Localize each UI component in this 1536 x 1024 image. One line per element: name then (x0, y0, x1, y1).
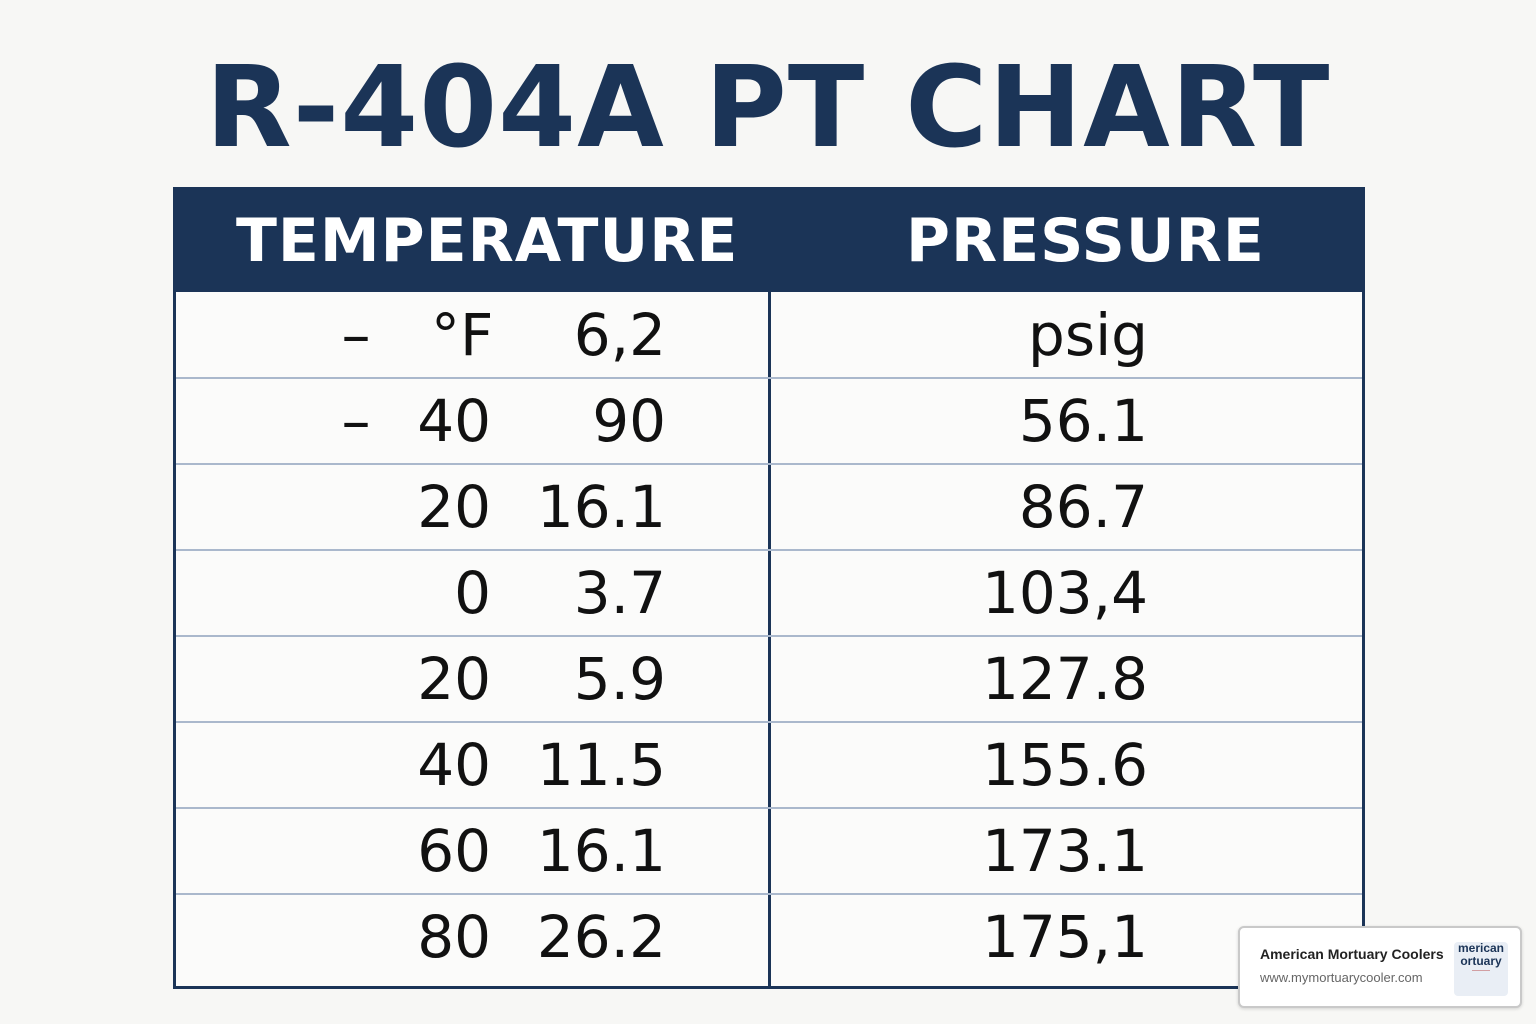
header-pressure: PRESSURE (906, 206, 1265, 276)
row-divider (176, 635, 1362, 637)
temp-value: 40 (417, 731, 491, 799)
mid-value: 11.5 (536, 731, 666, 799)
table-row: – °F 6,2 psig (176, 292, 1362, 378)
pt-table: TEMPERATURE PRESSURE – °F 6,2 psig –40 90 56.1… (173, 187, 1365, 989)
pressure-value: psig (1028, 301, 1148, 369)
pressure-value: 155.6 (981, 731, 1148, 799)
mid-value: 16.1 (536, 473, 666, 541)
table-row: 60 16.1 173.1 (176, 808, 1362, 894)
row-divider (176, 377, 1362, 379)
pressure-value: 56.1 (1018, 387, 1148, 455)
header-temperature: TEMPERATURE (236, 206, 739, 276)
mid-value: 26.2 (536, 903, 666, 971)
table-row: 80 26.2 175,1 (176, 894, 1362, 980)
table-row: –40 90 56.1 (176, 378, 1362, 464)
table-row: 0 3.7 103,4 (176, 550, 1362, 636)
mid-value: 16.1 (536, 817, 666, 885)
temp-value: 60 (417, 817, 491, 885)
mid-value: 6,2 (573, 301, 666, 369)
brand-name: American Mortuary Coolers (1260, 946, 1444, 962)
temp-value: 0 (454, 559, 491, 627)
temp-value: 40 (417, 387, 491, 455)
row-divider (176, 807, 1362, 809)
row-divider (176, 549, 1362, 551)
minus-sign: – (341, 387, 371, 455)
pressure-value: 86.7 (1018, 473, 1148, 541)
mid-value: 3.7 (573, 559, 666, 627)
column-divider (768, 190, 771, 986)
logo-text-1: merican (1457, 942, 1505, 955)
pressure-value: 175,1 (981, 903, 1148, 971)
logo-subtext: ——— (1472, 968, 1490, 974)
pressure-value: 127.8 (981, 645, 1148, 713)
chart-title: R-404A PT CHART (205, 43, 1331, 173)
brand-logo-icon: merican ortuary ——— (1454, 942, 1508, 996)
minus-sign: – (341, 301, 371, 369)
row-divider (176, 721, 1362, 723)
table-row: 40 11.5 155.6 (176, 722, 1362, 808)
brand-badge: American Mortuary Coolers www.mymortuary… (1238, 926, 1522, 1008)
row-divider (176, 463, 1362, 465)
row-divider (176, 893, 1362, 895)
logo-text-2: ortuary (1460, 954, 1502, 968)
mid-value: 90 (592, 387, 666, 455)
pressure-value: 173.1 (981, 817, 1148, 885)
temp-value: 20 (417, 645, 491, 713)
mid-value: 5.9 (573, 645, 666, 713)
brand-url: www.mymortuarycooler.com (1260, 970, 1423, 985)
pressure-value: 103,4 (981, 559, 1148, 627)
table-row: 20 16.1 86.7 (176, 464, 1362, 550)
temp-value: 20 (417, 473, 491, 541)
temp-value: 80 (417, 903, 491, 971)
table-row: 20 5.9 127.8 (176, 636, 1362, 722)
temp-unit: °F (431, 301, 494, 369)
